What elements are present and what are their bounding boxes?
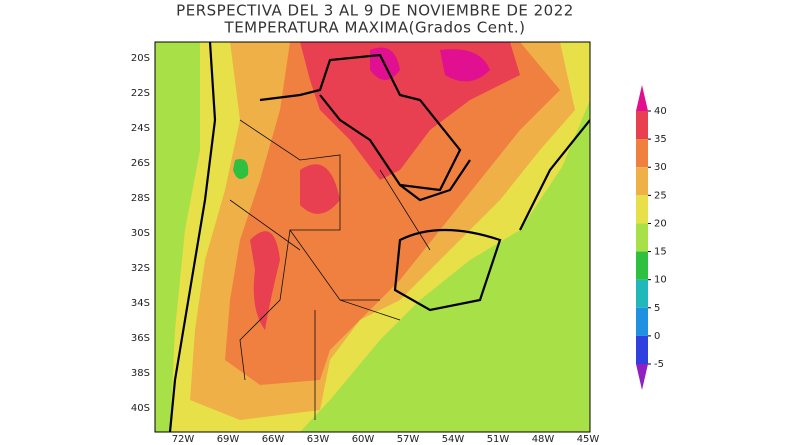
lat-label: 28S	[131, 193, 150, 204]
lon-label: 69W	[217, 434, 240, 445]
colorbar-label: 30	[654, 162, 667, 173]
colorbar-segment	[636, 223, 648, 252]
colorbar-label: -5	[654, 359, 664, 370]
colorbar-label: 15	[654, 247, 667, 258]
colorbar-segment	[636, 307, 648, 336]
colorbar-cap	[636, 85, 648, 111]
lon-label: 48W	[532, 434, 555, 445]
lon-label: 51W	[487, 434, 510, 445]
lon-label: 54W	[442, 434, 465, 445]
colorbar-label: 20	[654, 218, 667, 229]
lat-label: 30S	[131, 228, 150, 239]
lat-label: 38S	[131, 368, 150, 379]
lat-label: 32S	[131, 263, 150, 274]
lon-label: 57W	[397, 434, 420, 445]
colorbar-label: 35	[654, 134, 667, 145]
colorbar-segment	[636, 167, 648, 196]
lon-label: 72W	[172, 434, 195, 445]
lon-label: 66W	[262, 434, 285, 445]
colorbar-segment	[636, 335, 648, 364]
colorbar-segment	[636, 139, 648, 168]
colorbar-label: 40	[654, 106, 667, 117]
lat-label: 24S	[131, 123, 150, 134]
lat-label: 22S	[131, 88, 150, 99]
colorbar-segment	[636, 195, 648, 224]
colorbar-segment	[636, 251, 648, 280]
lat-label: 26S	[131, 158, 150, 169]
lon-label: 45W	[577, 434, 600, 445]
lon-label: 63W	[307, 434, 330, 445]
colorbar-segment	[636, 279, 648, 308]
colorbar-cap	[636, 364, 648, 390]
lat-label: 34S	[131, 298, 150, 309]
colorbar-segment	[636, 111, 648, 140]
subtitle: TEMPERATURA MAXIMA(Grados Cent.)	[224, 19, 526, 37]
colorbar-label: 0	[654, 331, 660, 342]
colorbar-label: 25	[654, 190, 667, 201]
title: PERSPECTIVA DEL 3 AL 9 DE NOVIEMBRE DE 2…	[176, 2, 574, 20]
lon-label: 60W	[352, 434, 375, 445]
lat-label: 36S	[131, 333, 150, 344]
lat-label: 40S	[131, 403, 150, 414]
lat-label: 20S	[131, 53, 150, 64]
colorbar-label: 5	[654, 303, 660, 314]
colorbar-label: 10	[654, 275, 667, 286]
map	[154, 41, 591, 433]
